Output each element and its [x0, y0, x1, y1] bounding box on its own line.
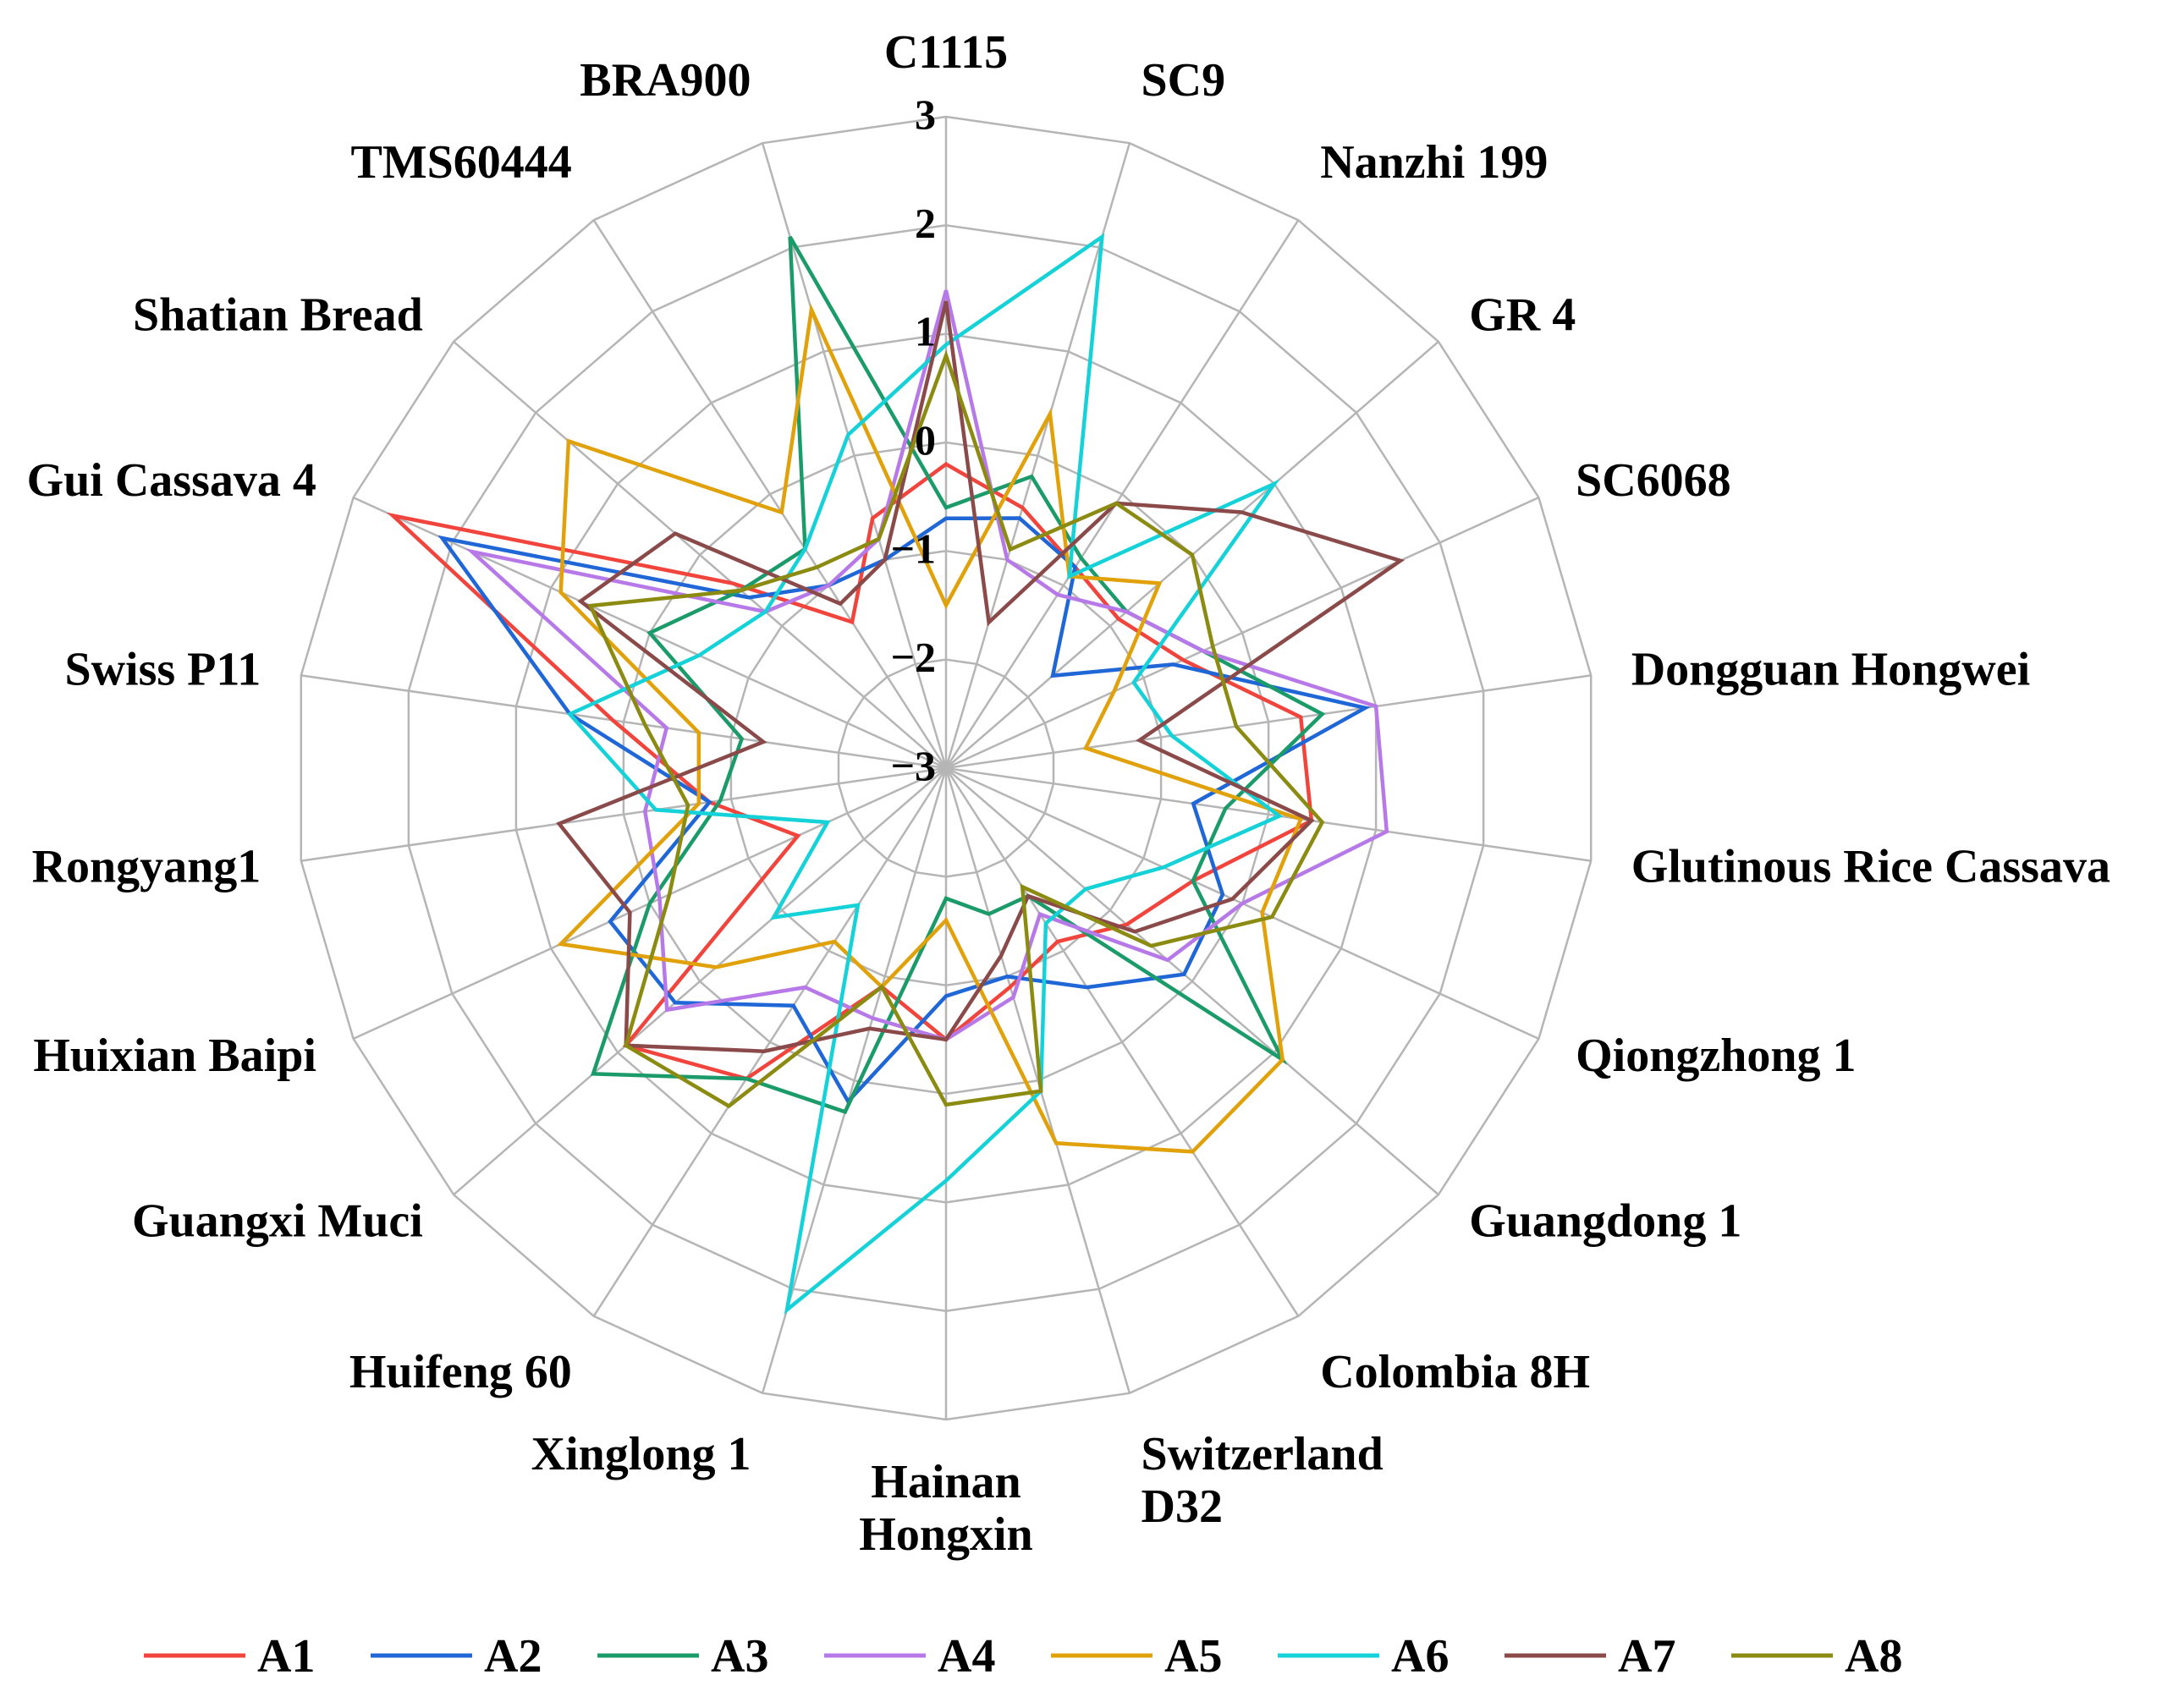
grid-spoke: [592, 219, 948, 769]
category-label: GR 4: [1469, 288, 1576, 341]
category-label: C1115: [884, 26, 1008, 79]
tick-label: −1: [891, 524, 937, 572]
grid-spoke: [453, 340, 947, 769]
grid-spoke: [945, 766, 1592, 862]
grid-spoke: [945, 767, 1439, 1196]
legend-label-a3: A3: [711, 1630, 768, 1683]
series-line-a2: [437, 516, 1371, 1105]
radial-tick-labels: 3 2 1 0 −1 −2 −3: [891, 91, 937, 789]
category-label: Dongguan Hongwei: [1631, 644, 2030, 696]
tick-label: 0: [915, 416, 936, 464]
legend-label-a7: A7: [1618, 1630, 1675, 1683]
tick-label: 3: [915, 91, 936, 138]
grid-spoke: [945, 496, 1539, 770]
tick-label: 1: [915, 308, 936, 355]
category-label: Colombia 8H: [1320, 1346, 1590, 1398]
legend: A1 A2 A3 A4 A5 A6 A7 A8: [144, 1630, 1902, 1683]
series-line-a6: [566, 233, 1284, 1315]
grid-spoke: [945, 674, 1592, 770]
category-label: Glutinous Rice Cassava: [1631, 840, 2110, 892]
series-line-a7: [556, 300, 1406, 1053]
legend-label-a5: A5: [1164, 1630, 1222, 1683]
category-label: SC9: [1142, 54, 1226, 107]
grid-spoke: [300, 674, 947, 770]
tick-label: −2: [891, 634, 937, 681]
category-label: Huixian Baipi: [33, 1030, 316, 1082]
grid-spoke: [592, 767, 948, 1317]
grid-spoke: [761, 142, 948, 769]
category-label: Xinglong 1: [531, 1428, 751, 1480]
category-label: Swiss P11: [64, 644, 261, 696]
grid-spoke: [944, 219, 1300, 769]
legend-label-a2: A2: [484, 1630, 542, 1683]
grid-spoke: [300, 766, 947, 862]
tick-label: −3: [891, 742, 937, 789]
grid-spoke: [453, 767, 947, 1196]
tick-label: 2: [915, 199, 936, 246]
category-label: Rongyang1: [32, 840, 261, 892]
grid-spoke: [944, 142, 1131, 769]
category-label: Switzerland D32: [1142, 1428, 1384, 1533]
series-line-a5: [556, 303, 1304, 1154]
legend-label-a8: A8: [1845, 1630, 1902, 1683]
category-labels: C1115 SC9 Nanzhi 199 GR 4 SC6068 Dongguan Hon…: [27, 26, 2110, 1561]
grid-spoke: [944, 767, 1300, 1317]
grid-spoke: [761, 767, 948, 1394]
category-label: Huifeng 60: [349, 1346, 572, 1398]
series-line-a8: [587, 349, 1325, 1109]
legend-label-a1: A1: [257, 1630, 315, 1683]
category-label: Hainan Hongxin: [859, 1456, 1032, 1561]
category-label: TMS60444: [350, 136, 571, 189]
grid-spoke: [944, 767, 1131, 1394]
category-label: Guangdong 1: [1469, 1195, 1741, 1248]
category-label: SC6068: [1576, 454, 1731, 507]
category-label: Gui Cassava 4: [27, 454, 316, 507]
legend-label-a4: A4: [938, 1630, 995, 1683]
category-label: Qiongzhong 1: [1576, 1030, 1856, 1082]
radar-series: [386, 233, 1406, 1315]
legend-label-a6: A6: [1391, 1630, 1449, 1683]
category-label: Nanzhi 199: [1320, 136, 1548, 189]
category-label: Shatian Bread: [133, 288, 423, 341]
category-label: Guangxi Muci: [132, 1195, 423, 1248]
category-label: BRA900: [580, 54, 751, 107]
